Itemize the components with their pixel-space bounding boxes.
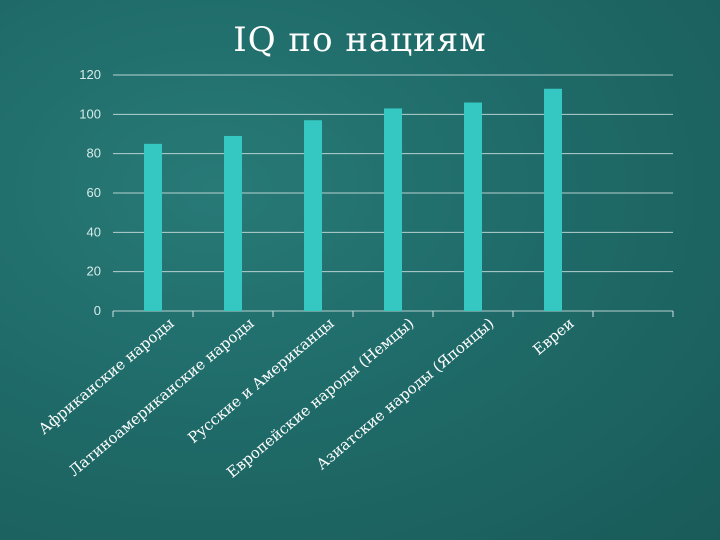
bar (464, 102, 482, 312)
x-tick-label: Африканские народы (35, 314, 178, 438)
y-tick-label: 120 (79, 67, 101, 82)
y-tick-label: 20 (87, 264, 101, 279)
y-tick-label: 60 (87, 185, 101, 200)
x-tick-label: Евреи (529, 314, 577, 359)
y-tick-label: 100 (79, 106, 101, 121)
chart-title: IQ по нациям (233, 20, 487, 60)
bar (304, 120, 322, 311)
bar (544, 88, 562, 312)
bar (144, 143, 162, 311)
y-tick-label: 40 (87, 224, 101, 239)
y-tick-label: 0 (94, 303, 101, 318)
bar (224, 135, 242, 311)
x-tick-label: Русские и Американцы (184, 314, 337, 447)
y-tick-label: 80 (87, 146, 101, 161)
bar (384, 108, 402, 311)
